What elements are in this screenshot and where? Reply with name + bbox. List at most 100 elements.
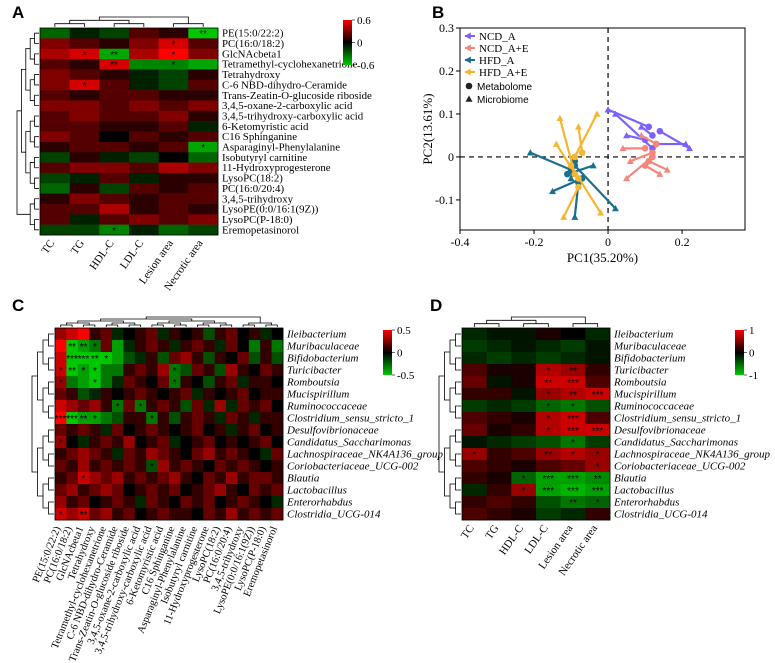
heatmap-cell — [560, 484, 586, 497]
heatmap-cell — [203, 496, 215, 509]
heatmap-cell — [69, 131, 100, 143]
heatmap-cell — [169, 424, 181, 437]
row-label: Candidatus_Saccharimonas — [287, 437, 411, 449]
heatmap-cell — [237, 508, 250, 521]
dendrogram — [34, 156, 39, 169]
significance-mark: *** — [592, 486, 604, 497]
heatmap-cell — [129, 121, 159, 132]
heatmap-cell — [89, 496, 101, 509]
significance-mark: *** — [567, 486, 579, 497]
heatmap-cell — [129, 162, 159, 174]
heatmap-cell — [40, 183, 70, 194]
heatmap-cell — [585, 496, 611, 509]
heatmap-cell — [486, 328, 512, 341]
heatmap-cell — [100, 484, 113, 497]
metabolome-point — [649, 132, 656, 139]
heatmap-cell — [89, 484, 101, 497]
dendrogram — [48, 429, 54, 443]
significance-mark: * — [112, 226, 116, 237]
significance-mark: ** — [68, 342, 76, 353]
heatmap-cell — [560, 364, 586, 377]
x-tick-label: -0.2 — [525, 235, 544, 249]
dendrogram — [455, 333, 461, 347]
procrustes-link — [573, 113, 598, 158]
heatmap-cell — [123, 484, 136, 497]
heatmap-cell — [146, 436, 158, 449]
heatmap-cell — [129, 131, 159, 143]
heatmap-cell — [203, 436, 215, 449]
heatmap-cell — [214, 352, 227, 365]
legend-swatch — [464, 56, 471, 64]
colorbar — [343, 20, 352, 65]
heatmap-cell — [157, 352, 170, 365]
heatmap-cell — [129, 28, 159, 39]
microbiome-point — [560, 213, 568, 220]
microbiome-point — [567, 174, 575, 182]
heatmap-cell — [55, 352, 67, 365]
heatmap-cell — [260, 412, 272, 425]
dendrogram — [444, 351, 450, 401]
significance-mark: ** — [68, 366, 76, 377]
heatmap-cell — [585, 340, 611, 353]
dendrogram — [486, 319, 537, 324]
dendrogram — [455, 357, 461, 371]
heatmap-cell — [560, 340, 586, 353]
metabolome-point — [564, 170, 571, 178]
row-label: Isobutyryl carnitine — [222, 152, 307, 164]
colorbar-label: 0.5 — [397, 325, 411, 337]
colorbar-label: 0 — [357, 38, 363, 50]
dendrogram — [42, 387, 49, 413]
heatmap-cell — [100, 460, 113, 473]
heatmap-cell — [511, 448, 537, 461]
significance-mark: * — [201, 143, 205, 154]
heatmap-cell — [560, 376, 586, 389]
heatmap-cell — [146, 340, 158, 353]
dendrogram — [16, 110, 31, 215]
heatmap-cell — [69, 214, 100, 225]
heatmap-cell — [191, 484, 204, 497]
dendrogram — [449, 339, 456, 365]
significance-mark: *** — [55, 414, 67, 425]
heatmap-cell — [226, 412, 238, 425]
heatmap-cell — [188, 131, 219, 143]
row-label: Turicibacter — [614, 365, 669, 377]
row-label: Enterorhabdus — [286, 497, 352, 509]
metabolome-point — [645, 157, 653, 165]
heatmap-cell — [169, 460, 181, 473]
dendrogram — [444, 447, 450, 497]
heatmap-cell — [226, 472, 238, 485]
heatmap-cell — [134, 508, 147, 521]
heatmap-cell — [169, 364, 181, 377]
heatmap-cell — [214, 340, 227, 353]
heatmap-cell — [112, 424, 124, 437]
heatmap-cell — [536, 436, 561, 449]
heatmap-cell — [237, 484, 250, 497]
heatmap-cell — [112, 376, 124, 389]
heatmap-cell — [77, 388, 90, 401]
heatmap-cell — [99, 48, 130, 60]
heatmap-cell — [99, 224, 130, 236]
row-label: Tetramethyl-cyclohexanetrione — [222, 59, 358, 71]
dendrogram — [48, 501, 54, 515]
colorbar-label: -0.6 — [357, 60, 375, 72]
heatmap-cell — [260, 340, 272, 353]
heatmap-cell — [158, 183, 189, 194]
heatmap-cell — [511, 472, 537, 485]
heatmap-cell — [77, 472, 90, 485]
heatmap-cell — [511, 508, 537, 521]
heatmap-cell — [260, 400, 272, 413]
heatmap-cell — [55, 424, 67, 437]
microbiome-point — [685, 144, 693, 152]
heatmap-cell — [462, 472, 487, 485]
legend-swatch — [464, 68, 471, 76]
row-label: Lachnospiraceae_NK4A136_group — [286, 449, 444, 461]
row-label: 6-Ketomyristic acid — [222, 121, 309, 133]
heatmap-cell — [55, 376, 67, 389]
heatmap-cell — [112, 484, 124, 497]
column-label: TC — [459, 523, 477, 541]
dendrogram — [34, 219, 39, 231]
heatmap-cell — [180, 376, 193, 389]
heatmap-cell — [226, 448, 238, 461]
dendrogram — [151, 324, 164, 327]
heatmap-cell — [188, 100, 219, 112]
